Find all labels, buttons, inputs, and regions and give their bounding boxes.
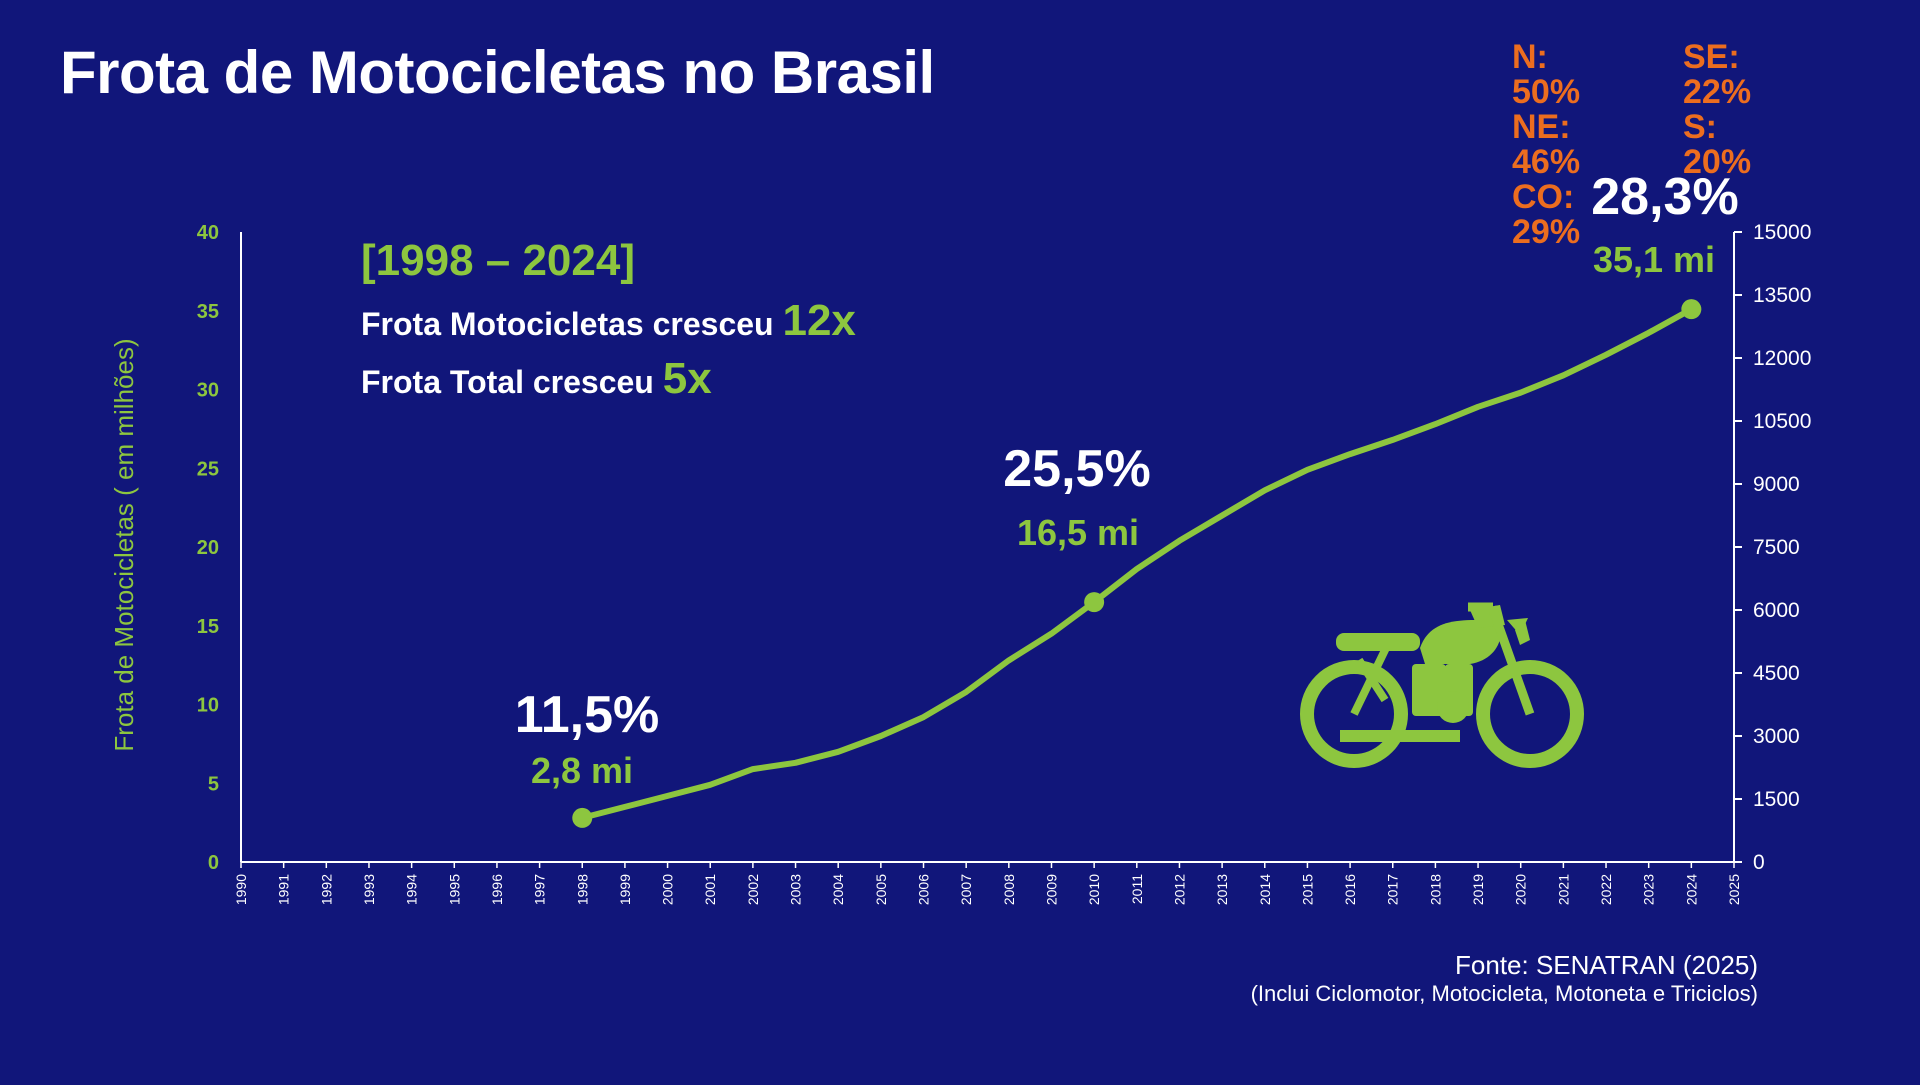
x-tick-label: 2009	[1043, 874, 1059, 905]
y-tick-label: 30	[197, 380, 219, 402]
x-tick-label: 1990	[233, 874, 249, 905]
x-tick-label: 2001	[702, 874, 718, 905]
x-tick-label: 2013	[1214, 874, 1230, 905]
y2-tick-label: 6000	[1753, 599, 1800, 622]
callout-1998-fleet: 2,8 mi	[531, 750, 633, 791]
x-tick-label: 2012	[1171, 874, 1187, 905]
growth-line-total-value: 5x	[663, 354, 712, 403]
series-line	[579, 306, 1695, 821]
x-tick-label: 2019	[1470, 874, 1486, 905]
growth-line-moto-value: 12x	[782, 296, 856, 345]
callout-2010-fleet: 16,5 mi	[1017, 512, 1139, 553]
region-s-label: S:	[1683, 108, 1717, 146]
x-tick-label: 2010	[1086, 874, 1102, 905]
region-ne-value: 46%	[1512, 143, 1581, 181]
y-tick-label: 35	[197, 301, 219, 323]
x-tick-label: 2022	[1598, 874, 1614, 905]
x-tick-label: 2014	[1257, 874, 1273, 905]
callout-2024-percent: 28,3%	[1591, 168, 1738, 226]
y-tick-label: 10	[197, 695, 219, 717]
region-n-value: 50%	[1512, 73, 1581, 111]
callout-1998-percent: 11,5%	[515, 686, 660, 744]
motorcycle-icon	[1300, 602, 1584, 768]
x-tick-label: 2003	[788, 874, 804, 905]
x-tick-label: 2024	[1683, 874, 1699, 905]
y2-tick-label: 15000	[1753, 221, 1811, 244]
x-tick-label: 2016	[1342, 874, 1358, 905]
x-tick-label: 1992	[318, 874, 334, 905]
growth-line-total-text: Frota Total cresceu	[361, 364, 663, 400]
x-tick-label: 2007	[958, 874, 974, 905]
x-tick-label: 2021	[1555, 874, 1571, 905]
y-tick-label: 20	[197, 537, 219, 559]
x-tick-label: 1991	[276, 874, 292, 905]
y2-tick-label: 12000	[1753, 347, 1811, 370]
x-tick-label: 2020	[1513, 874, 1529, 905]
data-point-2010	[1084, 592, 1105, 613]
y-tick-label: 15	[197, 616, 219, 638]
y2-tick-label: 7500	[1753, 536, 1800, 559]
callout-2010-percent: 25,5%	[1003, 440, 1150, 498]
growth-line-moto-text: Frota Motocicletas cresceu	[361, 306, 782, 342]
region-n-label: N:	[1512, 38, 1548, 76]
x-tick-label: 2017	[1385, 874, 1401, 905]
y-tick-label: 25	[197, 458, 219, 480]
x-tick-label: 2008	[1001, 874, 1017, 905]
y2-tick-label: 1500	[1753, 788, 1800, 811]
source-note: Fonte: SENATRAN (2025)	[1455, 950, 1758, 980]
x-tick-label: 1993	[361, 874, 377, 905]
data-point-1998	[572, 807, 593, 828]
x-tick-label: 2025	[1726, 874, 1742, 905]
y2-tick-label: 10500	[1753, 410, 1811, 433]
x-tick-label: 1997	[532, 874, 548, 905]
x-tick-label: 2015	[1299, 874, 1315, 905]
x-tick-label: 2002	[745, 874, 761, 905]
x-tick-label: 2011	[1129, 874, 1145, 904]
regions-right: SE: 22% S: 20%	[1683, 40, 1751, 180]
y-tick-label: 40	[197, 222, 219, 244]
x-tick-label: 1995	[446, 874, 462, 905]
x-tick-label: 2023	[1641, 874, 1657, 905]
y2-tick-label: 3000	[1753, 725, 1800, 748]
x-tick-label: 2004	[830, 874, 846, 905]
regions-left: N: 50% NE: 46% CO: 29%	[1512, 40, 1580, 250]
x-tick-label: 1996	[489, 874, 505, 905]
region-s-value: 20%	[1683, 143, 1752, 181]
y2-tick-label: 13500	[1753, 284, 1811, 307]
x-tick-label: 1999	[617, 874, 633, 905]
region-se-value: 22%	[1683, 73, 1752, 111]
region-co-label: CO:	[1512, 178, 1575, 216]
y2-tick-label: 9000	[1753, 473, 1800, 496]
x-tick-label: 2005	[873, 874, 889, 905]
region-ne-label: NE:	[1512, 108, 1571, 146]
x-tick-label: 1998	[574, 874, 590, 905]
y2-tick-label: 4500	[1753, 662, 1800, 685]
x-tick-label: 2006	[916, 874, 932, 905]
period-label: [1998 – 2024]	[361, 236, 635, 285]
y-axis-label: Frota de Motocicletas ( em milhões)	[109, 338, 139, 751]
x-tick-label: 1994	[404, 874, 420, 905]
region-se-label: SE:	[1683, 38, 1740, 76]
x-tick-label: 2018	[1427, 874, 1443, 905]
series-markers	[572, 299, 1702, 828]
data-point-2024	[1681, 299, 1702, 320]
chart-ticks: 0510152025303540015003000450060007500900…	[197, 221, 1812, 905]
y-tick-label: 5	[208, 773, 219, 795]
y-tick-label: 0	[208, 852, 219, 874]
y2-tick-label: 0	[1753, 851, 1765, 874]
growth-line-moto: Frota Motocicletas cresceu 12x	[361, 296, 856, 345]
growth-line-total: Frota Total cresceu 5x	[361, 354, 712, 403]
x-tick-label: 2000	[660, 874, 676, 905]
callout-2024-fleet: 35,1 mi	[1593, 239, 1715, 280]
region-co-value: 29%	[1512, 213, 1581, 251]
scope-note: (Inclui Ciclomotor, Motocicleta, Motonet…	[1250, 981, 1758, 1006]
page-title: Frota de Motocicletas no Brasil	[60, 39, 935, 106]
